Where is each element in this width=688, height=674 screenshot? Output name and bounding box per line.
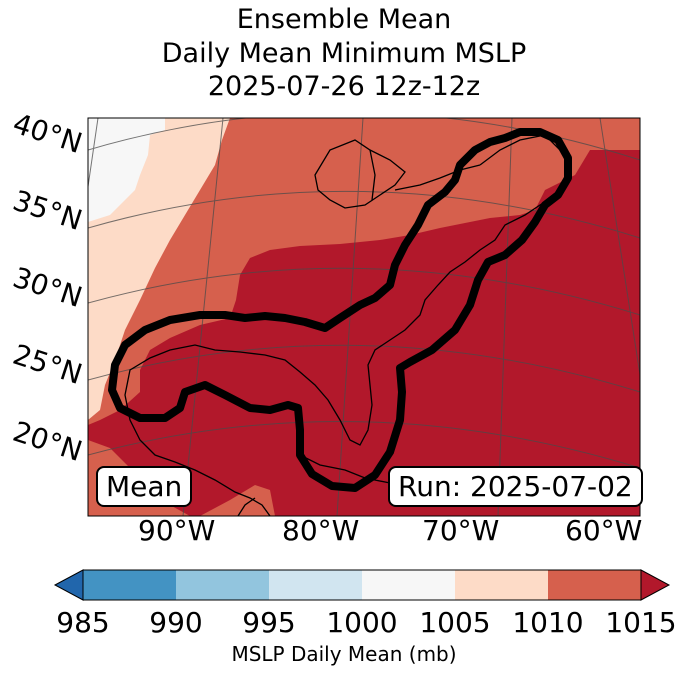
contour-outline xyxy=(108,128,572,492)
mean-label-box: Mean xyxy=(96,466,193,507)
lon-label-80w: 80°W xyxy=(282,514,360,547)
pressure-field-1000 xyxy=(88,118,165,222)
graticule xyxy=(88,118,640,516)
colorbar-segment-995-1000 xyxy=(269,570,363,600)
lon-label-60w: 60°W xyxy=(565,514,643,547)
colorbar xyxy=(53,569,671,601)
map-frame xyxy=(87,117,641,517)
colorbar-label: MSLP Daily Mean (mb) xyxy=(231,642,457,666)
lon-label-90w: 90°W xyxy=(138,514,216,547)
colorbar-tick-1015: 1015 xyxy=(605,606,677,639)
title-line-1: Ensemble Mean xyxy=(236,4,452,35)
colorbar-tick-1000: 1000 xyxy=(326,606,398,639)
map-area xyxy=(88,118,640,516)
title-line-2: Daily Mean Minimum MSLP xyxy=(161,38,527,69)
colorbar-segment-985-990 xyxy=(83,570,177,600)
title-line-3: 2025-07-26 12z-12z xyxy=(207,71,481,102)
colorbar-extend-low xyxy=(53,569,84,601)
lon-label-70w: 70°W xyxy=(422,514,500,547)
colorbar-extend-high xyxy=(640,569,671,601)
colorbar-segment-990-995 xyxy=(176,570,270,600)
pressure-field-1010 xyxy=(88,118,640,516)
colorbar-tick-1010: 1010 xyxy=(512,606,584,639)
colorbar-tick-990: 990 xyxy=(149,606,203,639)
run-date-box: Run: 2025-07-02 xyxy=(388,466,643,507)
colorbar-segment-1000-1005 xyxy=(362,570,456,600)
colorbar-tick-995: 995 xyxy=(242,606,296,639)
colorbar-segment-1010-1015 xyxy=(548,570,642,600)
colorbar-tick-985: 985 xyxy=(56,606,110,639)
colorbar-segment-1005-1010 xyxy=(455,570,549,600)
colorbar-tick-1005: 1005 xyxy=(419,606,491,639)
colorbar-frame xyxy=(82,569,642,601)
